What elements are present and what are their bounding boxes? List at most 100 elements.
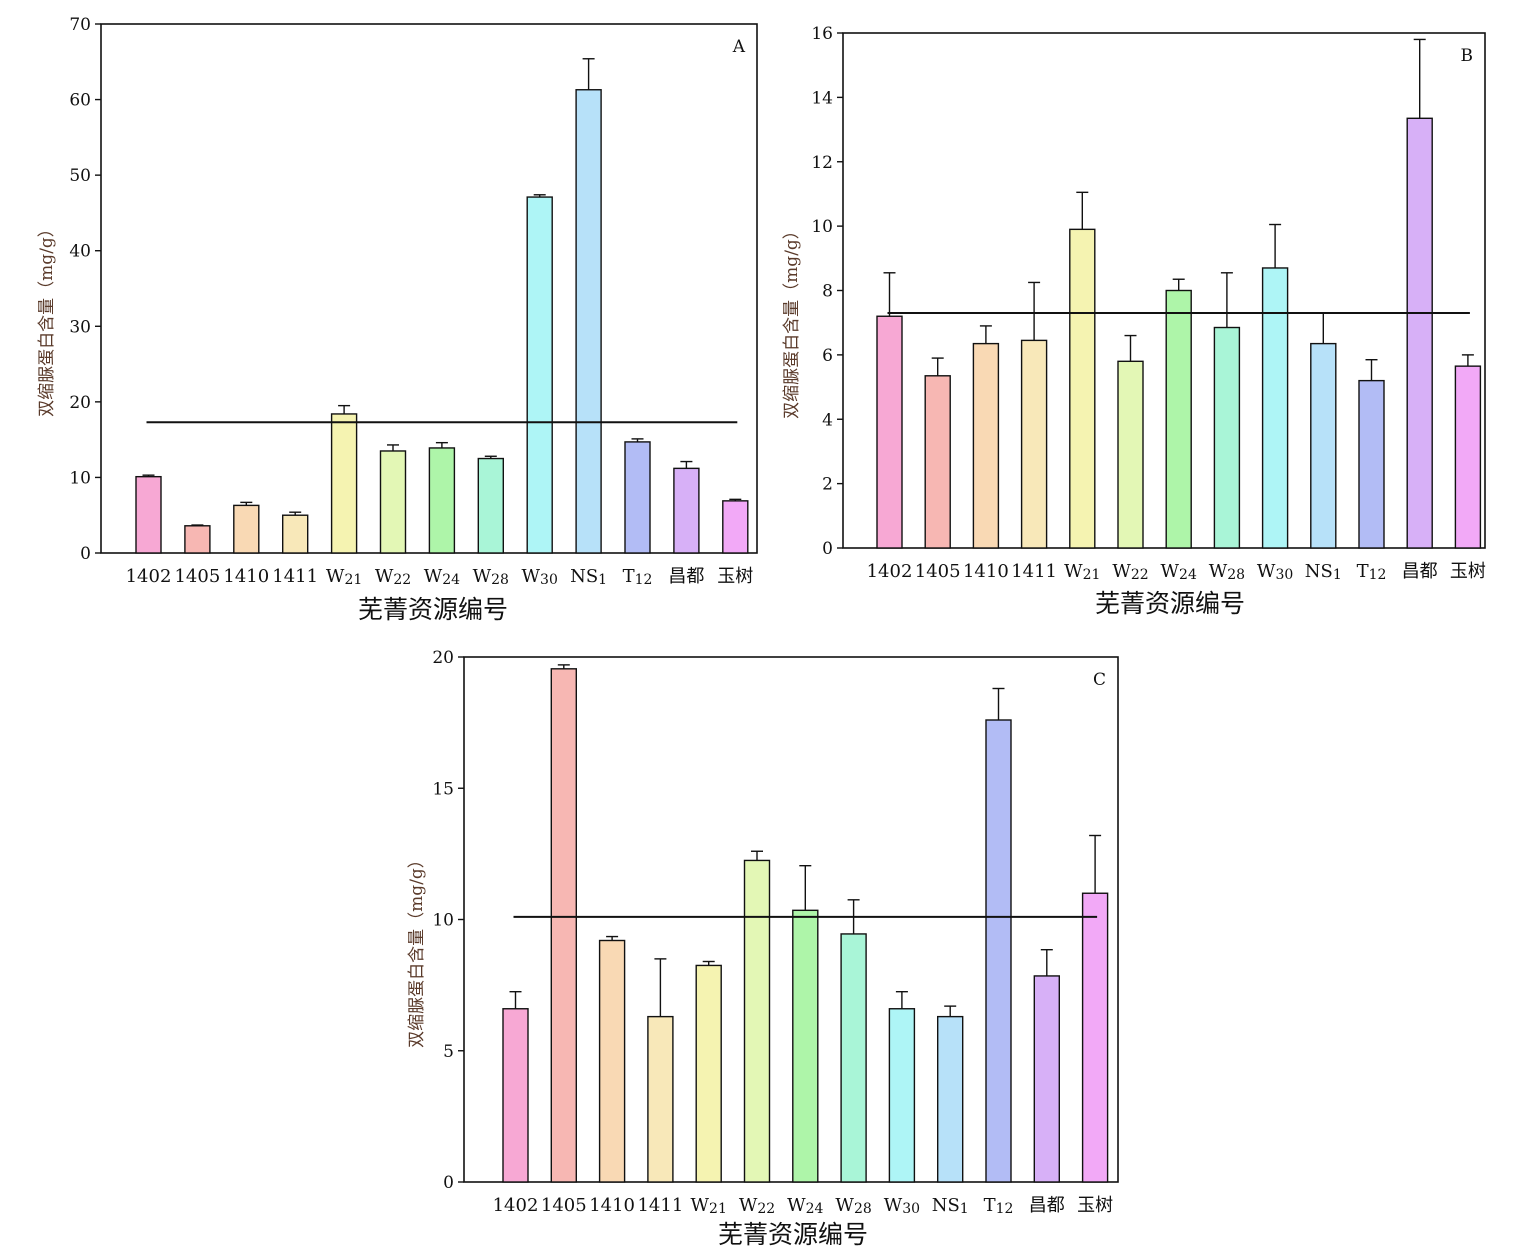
x-tick-label: W21 [1064, 561, 1100, 583]
y-tick-label: 4 [822, 410, 833, 430]
panel-label: C [1093, 670, 1106, 690]
y-tick-label: 12 [811, 153, 833, 173]
panel-label: B [1461, 46, 1474, 66]
x-tick-label: NS1 [932, 1195, 969, 1217]
y-tick-label: 0 [80, 544, 91, 564]
bar-W28 [477, 457, 504, 554]
bar-W24 [428, 447, 456, 554]
x-tick-label: 玉树 [1077, 1195, 1113, 1216]
bar-1410 [598, 939, 626, 1183]
x-tick-label: 1410 [589, 1195, 635, 1216]
bar-1411 [282, 514, 309, 554]
x-axis-title: 芜菁资源编号 [718, 1220, 868, 1249]
x-axis-title: 芜菁资源编号 [358, 595, 508, 624]
bar-W22 [379, 450, 407, 554]
bar-昌都 [1406, 117, 1433, 549]
x-tick-label: T12 [1357, 561, 1387, 583]
x-tick-label: W28 [1209, 561, 1245, 583]
bar-1405 [550, 668, 577, 1183]
bar-T12 [624, 441, 651, 554]
x-tick-label: 玉树 [717, 566, 753, 587]
bar-W22 [1117, 360, 1144, 549]
bar-T12 [1358, 379, 1385, 549]
x-tick-label: W24 [787, 1195, 823, 1217]
bar-昌都 [1033, 975, 1061, 1183]
chart-panel-C: 0 5 10 15 20 1402 1405 1410 1411 W21 W22 W24 W28 W30 N… [407, 648, 1119, 1249]
y-tick-label: 14 [811, 88, 833, 108]
bar-NS1 [937, 1015, 964, 1183]
bar-1410 [233, 504, 260, 554]
y-tick-label: 70 [69, 15, 91, 35]
x-tick-label: 昌都 [668, 566, 704, 587]
y-tick-label: 6 [822, 346, 833, 366]
x-tick-label: W30 [884, 1195, 920, 1217]
bar-玉树 [722, 500, 749, 554]
x-tick-label: W28 [835, 1195, 871, 1217]
y-tick-label: 2 [822, 475, 833, 495]
bar-W22 [743, 859, 771, 1183]
bar-玉树 [1454, 365, 1482, 549]
x-tick-label: W22 [1112, 561, 1148, 583]
y-tick-label: 16 [811, 24, 833, 44]
x-tick-label: W30 [522, 566, 558, 588]
bar-1405 [924, 375, 951, 549]
bar-1410 [972, 342, 1000, 549]
bar-W21 [695, 964, 722, 1183]
x-tick-label: W21 [326, 566, 362, 588]
x-tick-label: 1411 [1011, 561, 1057, 582]
y-axis-title: 双缩脲蛋白含量（mg/g） [782, 222, 802, 419]
bar-W30 [1261, 267, 1289, 549]
y-tick-label: 20 [432, 648, 454, 668]
bar-NS1 [1310, 342, 1337, 549]
x-tick-label: T12 [623, 566, 653, 588]
bar-W30 [526, 196, 553, 554]
x-tick-label: 1405 [541, 1195, 587, 1216]
x-tick-label: 1402 [493, 1195, 539, 1216]
bar-W30 [888, 1008, 916, 1183]
bar-1411 [1020, 339, 1048, 549]
y-tick-label: 10 [69, 468, 91, 488]
x-tick-label: 昌都 [1029, 1195, 1065, 1216]
x-tick-label: W24 [424, 566, 460, 588]
x-tick-label: W24 [1161, 561, 1197, 583]
x-tick-label: 1402 [126, 566, 172, 587]
y-tick-label: 0 [443, 1173, 454, 1193]
bar-1402 [502, 1008, 529, 1183]
y-axis-title: 双缩脲蛋白含量（mg/g） [407, 851, 427, 1048]
bar-昌都 [673, 467, 700, 554]
x-tick-label: NS1 [570, 566, 607, 588]
x-tick-label: T12 [984, 1195, 1014, 1217]
x-tick-label: 1405 [915, 561, 961, 582]
bar-W24 [792, 909, 819, 1183]
x-tick-label: 1402 [867, 561, 913, 582]
bar-T12 [985, 719, 1012, 1183]
bar-NS1 [575, 89, 602, 554]
chart-panel-B: 0 2 4 6 8 10 12 14 16 1402 1405 1410 1411 W21 W22 W24 W2… [782, 24, 1486, 618]
y-tick-label: 60 [69, 91, 91, 111]
bar-1405 [184, 525, 211, 554]
bar-W21 [330, 413, 358, 554]
y-tick-label: 40 [69, 242, 91, 262]
x-axis-title: 芜菁资源编号 [1095, 589, 1245, 618]
bar-1411 [647, 1015, 674, 1183]
x-tick-label: W30 [1257, 561, 1293, 583]
bar-1402 [135, 475, 162, 554]
bar-W28 [840, 933, 867, 1183]
bar-玉树 [1081, 892, 1109, 1183]
bar-1402 [876, 315, 903, 549]
y-tick-label: 8 [822, 282, 833, 302]
x-tick-label: 1410 [963, 561, 1009, 582]
x-tick-label: 1410 [223, 566, 269, 587]
y-tick-label: 15 [432, 779, 454, 799]
x-tick-label: NS1 [1305, 561, 1342, 583]
y-tick-label: 10 [432, 911, 454, 931]
bar-W28 [1213, 326, 1241, 549]
y-axis-title: 双缩脲蛋白含量（mg/g） [37, 220, 57, 417]
y-tick-label: 20 [69, 393, 91, 413]
y-tick-label: 30 [69, 317, 91, 337]
x-tick-label: W28 [473, 566, 509, 588]
x-tick-label: W21 [691, 1195, 727, 1217]
panel-label: A [732, 37, 746, 57]
y-tick-label: 10 [811, 217, 833, 237]
